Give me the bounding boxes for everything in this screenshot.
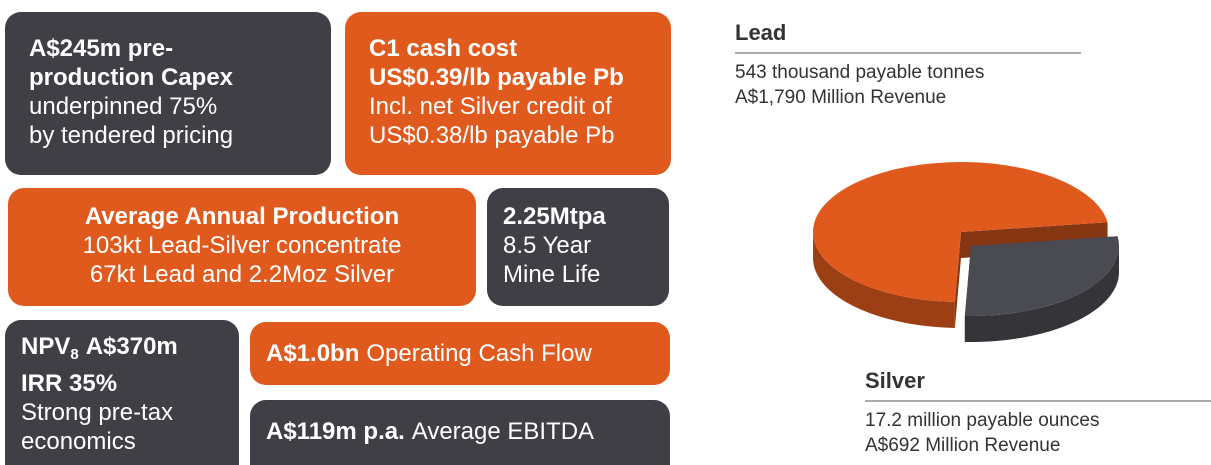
pie-side [964, 246, 1119, 342]
body: underpinned 75% [29, 93, 218, 120]
body: Strong pre-tax [21, 399, 174, 426]
heading: US$0.39/lb payable Pb [369, 64, 624, 91]
legend-name: Silver [865, 368, 925, 393]
heading: production Capex [29, 64, 234, 91]
heading: Average Annual Production [84, 203, 400, 230]
production-box: Average Annual Production 103kt Lead-Sil… [8, 188, 476, 306]
ebitda-box: A$119m p.a. Average EBITDA [250, 400, 670, 465]
npv-box: NPV8 A$370m IRR 35% Strong pre-tax econom… [5, 320, 239, 465]
heading: A$245m pre- [29, 35, 174, 62]
mtpa-box: 2.25Mtpa 8.5 Year Mine Life [487, 188, 669, 306]
body: 103kt Lead-Silver concentrate [82, 232, 402, 259]
heading: NPV8 A$370m [21, 332, 223, 369]
npv-value: A$370m [85, 333, 178, 360]
pie-side [813, 232, 955, 328]
cashflow-box: A$1.0bn Operating Cash Flow [250, 322, 670, 385]
legend-detail: 17.2 million payable ounces [865, 410, 1100, 431]
body: 67kt Lead and 2.2Moz Silver [89, 261, 395, 288]
body: US$0.38/lb payable Pb [369, 122, 615, 149]
value-label: A$1,790 Million Revenue [735, 87, 946, 108]
pie-cut-face [954, 232, 961, 328]
text: Operating Cash Flow [366, 340, 592, 367]
body: 8.5 Year [503, 232, 592, 259]
cost-box: C1 cash cost US$0.39/lb payable Pb Incl.… [345, 12, 671, 175]
pie-chart: Lead 543 thousand payable tonnes A$1,790 M… [735, 20, 1211, 456]
npv: NPV [21, 333, 71, 360]
bold-text: A$1.0bn [266, 340, 360, 367]
body: economics [21, 428, 136, 455]
capex-box: A$245m pre- production Capex underpinned… [5, 12, 331, 175]
pie-slice [964, 236, 1119, 316]
body: by tendered pricing [29, 122, 234, 149]
heading: IRR 35% [21, 370, 118, 397]
legend-detail: 543 thousand payable tonnes [735, 62, 984, 83]
body: Mine Life [503, 261, 601, 288]
text: Average EBITDA [411, 418, 595, 445]
value-label: A$692 Million Revenue [865, 435, 1060, 456]
heading: 2.25Mtpa [503, 203, 606, 230]
bold-text: A$119m p.a. [266, 418, 405, 445]
body: Incl. net Silver credit of [369, 93, 612, 120]
pie-slice [813, 162, 1108, 302]
legend-name: Lead [735, 20, 786, 45]
heading: C1 cash cost [369, 35, 518, 62]
subscript: 8 [70, 346, 79, 363]
